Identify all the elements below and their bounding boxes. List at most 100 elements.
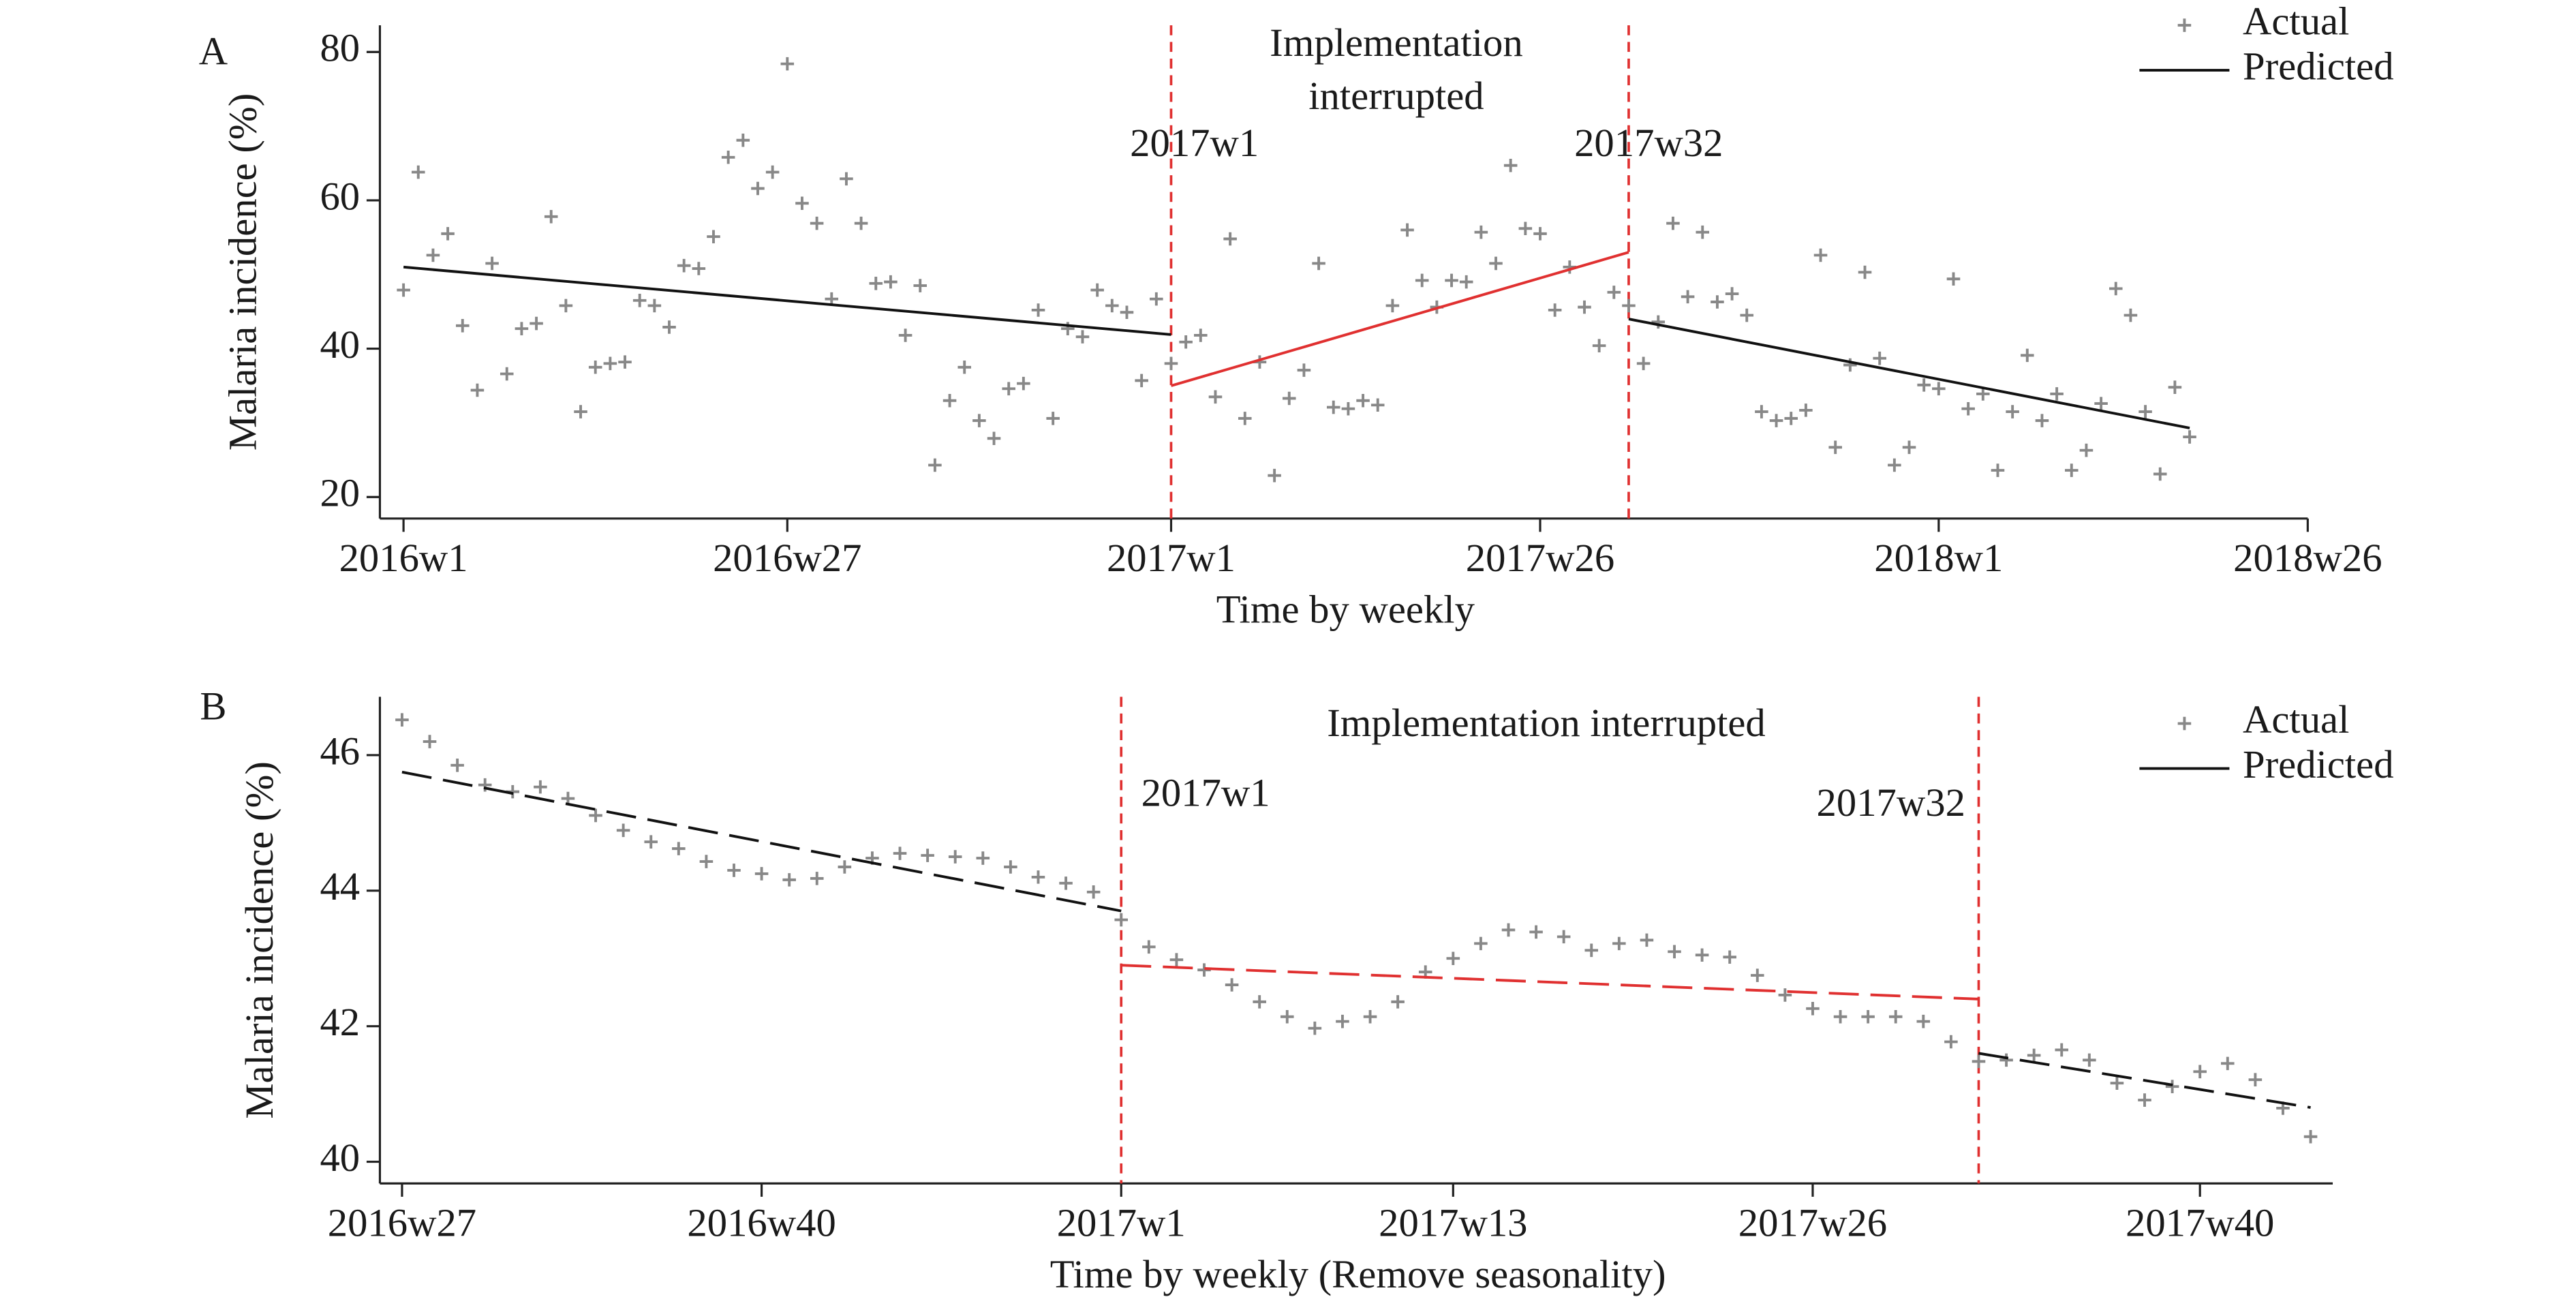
actual-point bbox=[1976, 387, 1990, 401]
actual-point bbox=[1696, 225, 1710, 239]
actual-point bbox=[2050, 387, 2064, 401]
x-tick-label: 2018w1 bbox=[1874, 536, 2003, 580]
actual-point bbox=[1400, 223, 1414, 237]
actual-point bbox=[1828, 440, 1842, 455]
actual-point bbox=[810, 216, 824, 230]
actual-point bbox=[2021, 348, 2034, 363]
y-axis-title: Malaria incidence (%) bbox=[237, 761, 281, 1119]
actual-point bbox=[1223, 232, 1237, 246]
actual-point bbox=[1297, 363, 1311, 377]
y-axis-title: Malaria incidence (%) bbox=[220, 93, 264, 451]
actual-point bbox=[898, 329, 913, 342]
actual-point bbox=[810, 872, 824, 885]
actual-point bbox=[1751, 968, 1764, 982]
actual-point bbox=[1917, 378, 1931, 392]
intervention-label: 2017w32 bbox=[1574, 121, 1723, 165]
actual-point bbox=[530, 316, 543, 331]
actual-point bbox=[1142, 940, 1156, 954]
actual-point bbox=[603, 356, 617, 371]
actual-point bbox=[1059, 876, 1073, 890]
actual-point bbox=[534, 780, 547, 794]
actual-point bbox=[1607, 286, 1621, 299]
actual-point bbox=[1356, 393, 1370, 408]
actual-point bbox=[1873, 351, 1886, 365]
actual-point bbox=[1612, 936, 1626, 951]
actual-point bbox=[412, 165, 425, 179]
actual-point bbox=[1135, 373, 1148, 388]
predicted-line bbox=[403, 265, 1171, 336]
x-tick-label: 2016w1 bbox=[339, 536, 468, 580]
actual-point bbox=[1114, 913, 1129, 927]
actual-point bbox=[987, 431, 1001, 446]
actual-point bbox=[470, 383, 485, 397]
actual-point bbox=[942, 393, 957, 408]
actual-point bbox=[1086, 885, 1101, 899]
actual-point bbox=[559, 299, 573, 313]
actual-point bbox=[2248, 1073, 2263, 1086]
x-tick-label: 2017w26 bbox=[1738, 1200, 1887, 1245]
actual-point bbox=[1308, 1021, 1322, 1035]
actual-point bbox=[1459, 275, 1473, 289]
actual-point bbox=[588, 360, 602, 374]
actual-point bbox=[455, 319, 470, 333]
actual-point bbox=[1932, 382, 1946, 396]
actual-point bbox=[1017, 376, 1030, 391]
actual-point bbox=[1164, 356, 1178, 371]
actual-point bbox=[1253, 995, 1266, 1009]
actual-point bbox=[692, 262, 706, 275]
actual-point bbox=[450, 759, 464, 772]
actual-point bbox=[1282, 391, 1296, 406]
predicted-line bbox=[1121, 964, 1979, 1001]
actual-point bbox=[893, 846, 907, 860]
actual-point bbox=[1370, 398, 1385, 412]
actual-point bbox=[884, 275, 898, 289]
actual-point bbox=[1169, 953, 1184, 966]
actual-point bbox=[1592, 339, 1606, 352]
actual-point bbox=[780, 57, 795, 71]
actual-point bbox=[515, 322, 529, 335]
actual-point bbox=[441, 227, 455, 241]
actual-point bbox=[736, 133, 750, 147]
actual-point bbox=[1725, 287, 1739, 301]
actual-point bbox=[1944, 1035, 1958, 1049]
legend-label: Actual bbox=[2243, 0, 2349, 44]
actual-point bbox=[1194, 329, 1208, 342]
actual-point bbox=[1723, 950, 1736, 964]
actual-point bbox=[1312, 256, 1325, 271]
actual-point bbox=[840, 172, 853, 186]
actual-point bbox=[1991, 463, 2005, 477]
intervention-label: 2017w1 bbox=[1141, 771, 1270, 815]
y-tick-label: 40 bbox=[320, 322, 360, 367]
actual-point bbox=[1755, 405, 1768, 418]
actual-point bbox=[677, 258, 691, 273]
actual-point bbox=[2303, 1129, 2318, 1144]
y-tick-label: 60 bbox=[320, 174, 360, 218]
actual-point bbox=[1861, 1009, 1875, 1024]
actual-point bbox=[397, 283, 410, 297]
actual-point bbox=[1503, 158, 1518, 172]
actual-point bbox=[589, 808, 602, 823]
actual-point bbox=[647, 299, 662, 313]
actual-point bbox=[869, 277, 883, 290]
actual-point bbox=[1972, 1054, 1986, 1069]
actual-point bbox=[1341, 401, 1355, 416]
y-tick-label: 44 bbox=[320, 864, 360, 909]
actual-point bbox=[1557, 930, 1571, 944]
actual-point bbox=[2221, 1056, 2235, 1071]
actual-point bbox=[1489, 256, 1503, 271]
actual-point bbox=[1711, 295, 1724, 309]
intervention-label: 2017w32 bbox=[1817, 780, 1965, 825]
actual-point bbox=[1208, 390, 1223, 404]
actual-point bbox=[1651, 315, 1666, 329]
actual-point bbox=[1622, 299, 1636, 313]
actual-point bbox=[672, 842, 686, 855]
annotation: Implementation interrupted bbox=[1270, 20, 1522, 118]
actual-point bbox=[1501, 923, 1516, 937]
actual-point bbox=[423, 735, 437, 748]
legend-label: Predicted bbox=[2243, 742, 2394, 787]
actual-point bbox=[1474, 936, 1488, 951]
actual-point bbox=[2183, 430, 2196, 444]
actual-point bbox=[1385, 299, 1400, 313]
